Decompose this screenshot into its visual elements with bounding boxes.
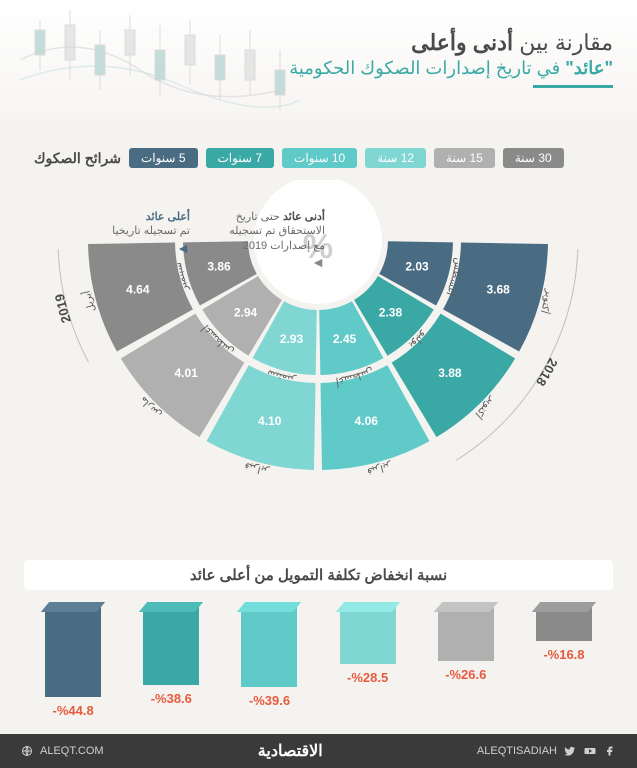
bar-title: نسبة انخفاض تكلفة التمويل من أعلى عائد bbox=[24, 560, 613, 590]
globe-icon bbox=[20, 744, 34, 758]
anno-lowest: أدنى عائد حتى تاريخ الاستحقاق تم تسجيله … bbox=[195, 210, 325, 271]
footer-right: ALEQT.COM bbox=[20, 744, 104, 758]
title-block: مقارنة بين أدنى وأعلى "عائد" في تاريخ إص… bbox=[289, 30, 613, 88]
bar-0 bbox=[45, 602, 101, 697]
bar-col-0: %44.8- bbox=[33, 602, 113, 718]
legend-pill-4: 15 سنة bbox=[434, 148, 495, 168]
anno-lowest-title-row: أدنى عائد حتى تاريخ bbox=[195, 210, 325, 224]
legend-pill-2: 10 سنوات bbox=[282, 148, 357, 168]
triangle-icon: ◄ bbox=[195, 253, 325, 271]
title-pre: مقارنة بين bbox=[513, 30, 613, 55]
footer-handle-right: ALEQT.COM bbox=[40, 745, 104, 757]
legend: شرائح الصكوك 5 سنوات 7 سنوات 10 سنوات 12… bbox=[24, 148, 613, 168]
bar-col-5: %16.8- bbox=[524, 602, 604, 662]
legend-pill-0: 5 سنوات bbox=[129, 148, 198, 168]
anno-highest-title: أعلى عائد bbox=[60, 210, 190, 224]
bar-label-5: %16.8- bbox=[543, 647, 584, 662]
footer-handle-left: ALEQTISADIAH bbox=[477, 745, 557, 757]
title-underline bbox=[533, 85, 613, 88]
inner-val-0: 2.03 bbox=[405, 260, 429, 274]
bar-3 bbox=[340, 602, 396, 664]
anno-lowest-title: أدنى عائد bbox=[283, 211, 325, 223]
title-line-1: مقارنة بين أدنى وأعلى bbox=[289, 30, 613, 56]
twitter-icon bbox=[563, 744, 577, 758]
bar-5 bbox=[536, 602, 592, 641]
anno-lowest-sub3: مع إصدارات 2019 bbox=[195, 239, 325, 253]
radial-chart: %2.033.68أغسطسأكتوبر2.383.88يوليوأكتوبر2… bbox=[0, 180, 637, 560]
year-left: 2019 bbox=[52, 293, 74, 325]
youtube-icon bbox=[583, 744, 597, 758]
anno-lowest-sub2: الاستحقاق تم تسجيله bbox=[195, 224, 325, 238]
outer-val-2: 4.06 bbox=[355, 414, 379, 428]
inner-val-3: 2.93 bbox=[280, 332, 304, 346]
footer-brand: الاقتصادية bbox=[258, 741, 323, 761]
bar-section: نسبة انخفاض تكلفة التمويل من أعلى عائد %… bbox=[0, 560, 637, 732]
facebook-icon bbox=[603, 744, 617, 758]
anno-highest: أعلى عائد تم تسجيله تاريخيا ◄ bbox=[60, 210, 190, 257]
anno-lowest-sub1: حتى تاريخ bbox=[236, 211, 280, 223]
bar-1 bbox=[143, 602, 199, 685]
title-line-2: "عائد" في تاريخ إصدارات الصكوك الحكومية bbox=[289, 58, 613, 79]
legend-pill-5: 30 سنة bbox=[503, 148, 564, 168]
legend-pill-1: 7 سنوات bbox=[206, 148, 275, 168]
bar-col-3: %28.5- bbox=[328, 602, 408, 685]
inner-val-1: 2.38 bbox=[379, 305, 403, 319]
title-bold: أدنى وأعلى bbox=[411, 30, 513, 55]
title2-rest: في تاريخ إصدارات الصكوك الحكومية bbox=[289, 58, 560, 78]
triangle-icon: ◄ bbox=[60, 239, 190, 257]
bars-row: %44.8- %38.6- %39.6- %28.5- %26.6- %16.8… bbox=[24, 602, 613, 732]
bar-label-3: %28.5- bbox=[347, 670, 388, 685]
outer-val-1: 3.88 bbox=[438, 366, 462, 380]
legend-title: شرائح الصكوك bbox=[34, 150, 121, 167]
legend-pill-3: 12 سنة bbox=[365, 148, 426, 168]
bar-label-0: %44.8- bbox=[53, 703, 94, 718]
outer-val-3: 4.10 bbox=[258, 414, 282, 428]
bar-4 bbox=[438, 602, 494, 661]
title2-bold: "عائد" bbox=[560, 58, 613, 78]
bar-label-4: %26.6- bbox=[445, 667, 486, 682]
footer-left: ALEQTISADIAH bbox=[477, 744, 617, 758]
inner-val-2: 2.45 bbox=[333, 332, 357, 346]
bar-label-1: %38.6- bbox=[151, 691, 192, 706]
outer-val-4: 4.01 bbox=[174, 366, 198, 380]
outer-val-0: 3.68 bbox=[486, 282, 510, 296]
inner-val-4: 2.94 bbox=[234, 305, 258, 319]
footer: ALEQTISADIAH الاقتصادية ALEQT.COM bbox=[0, 734, 637, 768]
bar-2 bbox=[241, 602, 297, 687]
year-right: 2018 bbox=[533, 356, 561, 389]
bar-label-2: %39.6- bbox=[249, 693, 290, 708]
anno-highest-sub: تم تسجيله تاريخيا bbox=[60, 224, 190, 238]
bar-col-4: %26.6- bbox=[426, 602, 506, 682]
bar-col-2: %39.6- bbox=[229, 602, 309, 708]
bar-col-1: %38.6- bbox=[131, 602, 211, 706]
outer-val-5: 4.64 bbox=[126, 282, 150, 296]
